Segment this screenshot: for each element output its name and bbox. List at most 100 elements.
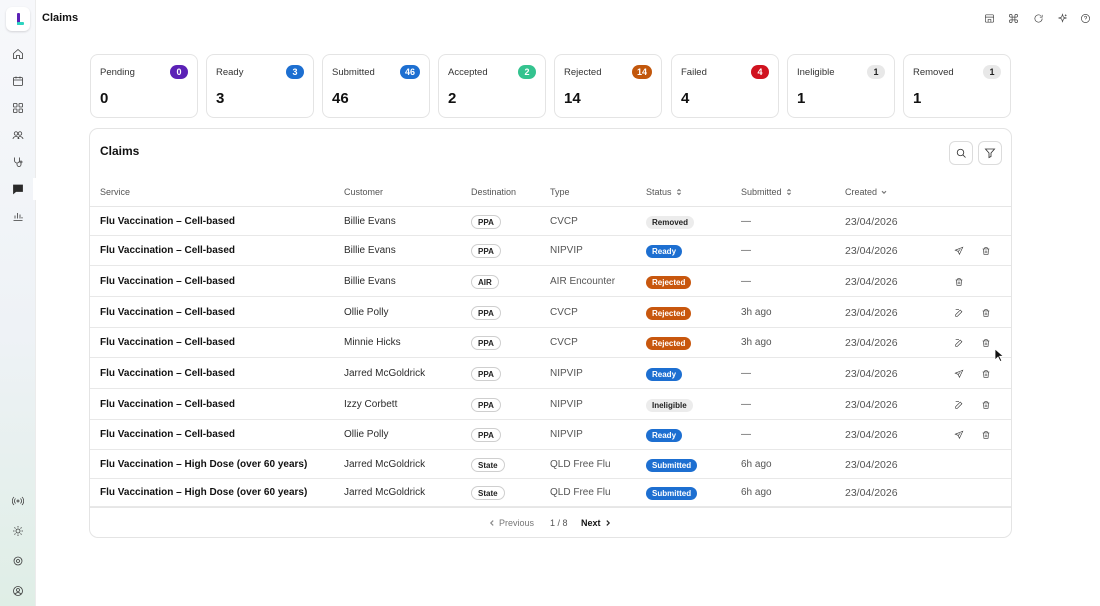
trash-icon xyxy=(982,401,990,409)
trash-button[interactable] xyxy=(979,398,993,412)
settings-icon[interactable] xyxy=(8,551,28,571)
created-cell: 23/04/2026 xyxy=(845,216,898,228)
status-badge: Submitted xyxy=(646,459,698,472)
send-button[interactable] xyxy=(952,244,966,258)
refresh-icon[interactable] xyxy=(1031,11,1045,25)
edit-button[interactable] xyxy=(952,398,966,412)
send-icon xyxy=(954,430,964,440)
service-cell: Flu Vaccination – Cell-based xyxy=(100,368,236,379)
send-button[interactable] xyxy=(952,367,966,381)
column-label: Service xyxy=(100,187,131,197)
stat-card-pending[interactable]: Pending 0 0 xyxy=(90,54,198,118)
stat-label: Removed xyxy=(913,67,954,78)
send-button[interactable] xyxy=(952,428,966,442)
table-row[interactable]: Flu Vaccination – Cell-based Minnie Hicks… xyxy=(90,328,1011,358)
column-type[interactable]: Type xyxy=(550,187,570,197)
status-badge: Rejected xyxy=(646,276,692,289)
trash-button[interactable] xyxy=(979,244,993,258)
trash-button[interactable] xyxy=(979,428,993,442)
status-badge: Ready xyxy=(646,368,683,381)
trash-button[interactable] xyxy=(979,336,993,350)
trash-button[interactable] xyxy=(952,275,966,289)
sparkle-icon[interactable] xyxy=(1055,11,1069,25)
table-row[interactable]: Flu Vaccination – High Dose (over 60 yea… xyxy=(90,450,1011,479)
stat-card-ineligible[interactable]: Ineligible 1 1 xyxy=(787,54,895,118)
type-cell: NIPVIP xyxy=(550,399,583,410)
sun-icon[interactable] xyxy=(8,521,28,541)
broadcast-icon[interactable] xyxy=(8,491,28,511)
column-created[interactable]: Created xyxy=(845,187,888,197)
column-service[interactable]: Service xyxy=(100,187,130,197)
stat-label: Failed xyxy=(681,67,707,78)
home-icon[interactable] xyxy=(8,44,28,64)
table-row[interactable]: Flu Vaccination – Cell-based Jarred McGol… xyxy=(90,358,1011,389)
column-label: Status xyxy=(646,187,672,197)
edit-button[interactable] xyxy=(952,306,966,320)
edit-button[interactable] xyxy=(952,336,966,350)
table-row[interactable]: Flu Vaccination – Cell-based Ollie Polly P… xyxy=(90,297,1011,328)
store-icon[interactable] xyxy=(982,11,996,25)
claims-panel: Claims Service Customer Destination Type… xyxy=(89,128,1012,538)
column-customer[interactable]: Customer xyxy=(344,187,383,197)
column-submitted[interactable]: Submitted xyxy=(741,187,793,197)
destination-badge: PPA xyxy=(471,244,501,258)
table-row[interactable]: Flu Vaccination – Cell-based Ollie Polly P… xyxy=(90,420,1011,450)
stat-label: Ineligible xyxy=(797,67,835,78)
table-row[interactable]: Flu Vaccination – Cell-based Billie Evans… xyxy=(90,207,1011,236)
command-icon[interactable] xyxy=(1006,11,1020,25)
help-icon[interactable] xyxy=(1078,11,1092,25)
chart-icon[interactable] xyxy=(8,206,28,226)
stat-value: 4 xyxy=(681,90,690,107)
type-cell: AIR Encounter xyxy=(550,276,616,287)
stat-card-removed[interactable]: Removed 1 1 xyxy=(903,54,1011,118)
message-icon[interactable] xyxy=(8,179,28,199)
grid-icon[interactable] xyxy=(8,98,28,118)
stat-card-ready[interactable]: Ready 3 3 xyxy=(206,54,314,118)
search-button[interactable] xyxy=(949,141,973,165)
stethoscope-icon[interactable] xyxy=(8,152,28,172)
type-cell: CVCP xyxy=(550,216,578,227)
customer-cell: Jarred McGoldrick xyxy=(344,368,426,379)
created-cell: 23/04/2026 xyxy=(845,276,898,288)
stat-card-accepted[interactable]: Accepted 2 2 xyxy=(438,54,546,118)
stat-card-submitted[interactable]: Submitted 46 46 xyxy=(322,54,430,118)
destination-badge: State xyxy=(471,486,505,500)
service-cell: Flu Vaccination – Cell-based xyxy=(100,216,236,227)
stat-value: 0 xyxy=(100,90,109,107)
submitted-cell: 6h ago xyxy=(741,487,772,498)
stat-badge: 2 xyxy=(518,65,536,79)
service-cell: Flu Vaccination – Cell-based xyxy=(100,245,236,256)
table-row[interactable]: Flu Vaccination – High Dose (over 60 yea… xyxy=(90,479,1011,507)
page-title: Claims xyxy=(42,12,79,24)
trash-icon xyxy=(982,339,990,347)
stat-label: Submitted xyxy=(332,67,375,78)
app-logo[interactable] xyxy=(6,7,30,31)
stat-value: 2 xyxy=(448,90,457,107)
created-cell: 23/04/2026 xyxy=(845,487,898,499)
status-badge: Rejected xyxy=(646,337,692,350)
table-row[interactable]: Flu Vaccination – Cell-based Billie Evans… xyxy=(90,266,1011,297)
next-button[interactable]: Next xyxy=(581,518,612,528)
users-icon[interactable] xyxy=(8,125,28,145)
trash-button[interactable] xyxy=(979,306,993,320)
customer-cell: Jarred McGoldrick xyxy=(344,487,426,498)
previous-button[interactable]: Previous xyxy=(488,518,534,528)
trash-icon xyxy=(982,309,990,317)
stat-card-rejected[interactable]: Rejected 14 14 xyxy=(554,54,662,118)
stat-card-failed[interactable]: Failed 4 4 xyxy=(671,54,779,118)
column-status[interactable]: Status xyxy=(646,187,683,197)
account-icon[interactable] xyxy=(8,581,28,601)
type-cell: NIPVIP xyxy=(550,429,583,440)
filter-button[interactable] xyxy=(978,141,1002,165)
table-row[interactable]: Flu Vaccination – Cell-based Izzy Corbett… xyxy=(90,389,1011,420)
column-destination[interactable]: Destination xyxy=(471,187,516,197)
calendar-icon[interactable] xyxy=(8,71,28,91)
type-cell: CVCP xyxy=(550,337,578,348)
trash-button[interactable] xyxy=(979,367,993,381)
table-row[interactable]: Flu Vaccination – Cell-based Billie Evans… xyxy=(90,236,1011,266)
type-cell: NIPVIP xyxy=(550,368,583,379)
created-cell: 23/04/2026 xyxy=(845,245,898,257)
destination-badge: PPA xyxy=(471,428,501,442)
stat-value: 46 xyxy=(332,90,349,107)
nav-active-indicator xyxy=(33,178,36,200)
